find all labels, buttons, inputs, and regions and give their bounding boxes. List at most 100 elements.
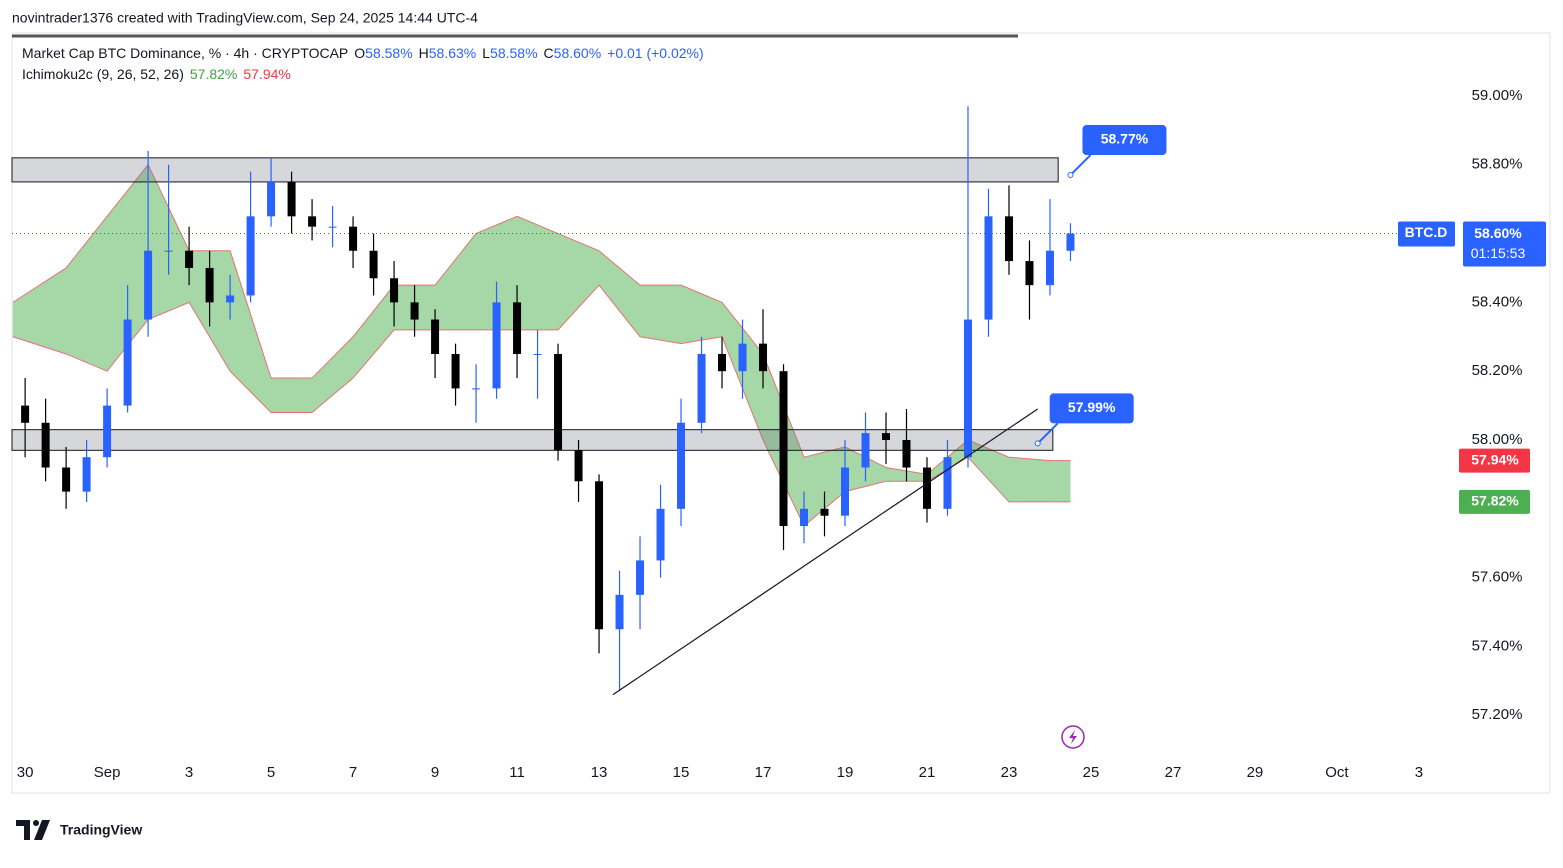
high-value: 58.63% xyxy=(429,45,476,61)
candle-body xyxy=(881,433,890,440)
indicator-a: 57.82% xyxy=(190,66,237,82)
plot: 58.77% 57.99% xyxy=(11,106,1455,696)
candle-body xyxy=(164,250,173,252)
candle-body xyxy=(513,302,522,354)
y-tick-label: 57.40% xyxy=(1472,637,1523,654)
indicator-price-box xyxy=(1459,489,1530,514)
x-tick-label: 3 xyxy=(185,764,193,781)
candle-body xyxy=(226,295,235,303)
candle-body xyxy=(369,250,378,279)
x-tick-label: 27 xyxy=(1165,764,1182,781)
candle-body xyxy=(328,226,337,228)
callout-label: 58.77% xyxy=(1101,131,1149,147)
candle-body xyxy=(431,319,440,354)
indicator: Ichimoku2c (9, 26, 52, 26) xyxy=(22,66,184,82)
symbol-box xyxy=(1398,221,1455,247)
candle-body xyxy=(349,226,358,251)
candle-body xyxy=(943,457,952,509)
candle-body xyxy=(205,267,214,303)
cloud-lower xyxy=(12,284,1071,527)
y-tick-label: 58.20% xyxy=(1472,362,1523,379)
price-box xyxy=(1463,221,1546,267)
y-tick-label: 57.60% xyxy=(1472,569,1523,586)
candle-body xyxy=(820,508,829,516)
candle-body xyxy=(841,467,850,516)
x-tick-label: 19 xyxy=(837,764,854,781)
candle-body xyxy=(267,181,276,217)
candle-body xyxy=(246,216,255,296)
candle-body xyxy=(390,278,399,303)
y-tick-label: 57.20% xyxy=(1472,706,1523,723)
symbol: Market Cap BTC Dominance, % · 4h · CRYPT… xyxy=(22,45,348,61)
candle-body xyxy=(1045,250,1054,286)
callout-pointer xyxy=(1069,154,1092,176)
price-label: 58.60% xyxy=(1474,225,1522,241)
cloud-upper xyxy=(12,163,1071,475)
candle-body xyxy=(287,181,296,217)
candle-body xyxy=(82,457,91,492)
x-tick-label: 3 xyxy=(1415,764,1423,781)
candle-body xyxy=(554,353,563,451)
x-tick-label: 15 xyxy=(673,764,690,781)
callout-label: 57.99% xyxy=(1068,399,1116,415)
candle-body xyxy=(62,467,71,492)
candle-body xyxy=(677,422,686,509)
candle-body xyxy=(21,405,30,423)
logo: TradingView xyxy=(16,820,142,840)
candle-body xyxy=(1004,216,1013,262)
y-tick-label: 58.40% xyxy=(1472,293,1523,310)
candle-body xyxy=(922,467,931,509)
candle-body xyxy=(615,594,624,630)
candle-body xyxy=(123,319,132,406)
alert-icon xyxy=(1061,725,1085,749)
indicator-legend: Ichimoku2c (9, 26, 52, 26) 57.82% 57.94% xyxy=(22,66,291,82)
open-value: 58.58% xyxy=(365,45,412,61)
candle-body xyxy=(697,353,706,423)
x-tick-label: 5 xyxy=(267,764,275,781)
low-value: 58.58% xyxy=(490,45,537,61)
callout-point xyxy=(1034,440,1041,447)
candle-body xyxy=(144,250,153,320)
alert-bolt xyxy=(1069,730,1077,744)
candle-body xyxy=(861,433,870,468)
candle-body xyxy=(1025,261,1034,286)
candle-body xyxy=(451,353,460,389)
c-key: C xyxy=(544,45,554,61)
candle-body xyxy=(103,405,112,458)
callout-pointer xyxy=(1036,422,1059,445)
candle-body xyxy=(1066,233,1075,251)
frame xyxy=(11,32,1551,794)
candle-body xyxy=(533,353,542,355)
candle-body xyxy=(595,481,604,630)
indicator-price-box xyxy=(1459,448,1530,473)
x-tick-label: 30 xyxy=(17,764,34,781)
x-tick-label: 9 xyxy=(431,764,439,781)
callout-box xyxy=(1082,125,1167,156)
indicator-price-label: 57.82% xyxy=(1471,493,1519,509)
candle-body xyxy=(738,343,747,372)
candle-body xyxy=(574,450,583,482)
candle-body xyxy=(308,216,317,227)
zone xyxy=(11,157,1059,183)
candle-body xyxy=(963,319,972,458)
indicator-b: 57.94% xyxy=(243,66,290,82)
attribution: novintrader1376 created with TradingView… xyxy=(12,10,478,26)
o-key: O xyxy=(354,45,365,61)
countdown: 01:15:53 xyxy=(1471,245,1526,261)
y-tick-label: 58.00% xyxy=(1472,431,1523,448)
trendline xyxy=(612,408,1039,696)
x-tick-label: 17 xyxy=(755,764,772,781)
candle-body xyxy=(41,422,50,468)
brand: TradingView xyxy=(60,822,142,838)
change: +0.01 (+0.02%) xyxy=(607,45,704,61)
callout-box xyxy=(1049,393,1134,424)
x-tick-label: Sep xyxy=(94,764,121,781)
logo-mark xyxy=(16,820,50,840)
candle-body xyxy=(410,302,419,320)
y-tick-label: 59.00% xyxy=(1472,87,1523,104)
x-tick-label: 13 xyxy=(591,764,608,781)
x-tick-label: 25 xyxy=(1083,764,1100,781)
x-tick-label: 7 xyxy=(349,764,357,781)
